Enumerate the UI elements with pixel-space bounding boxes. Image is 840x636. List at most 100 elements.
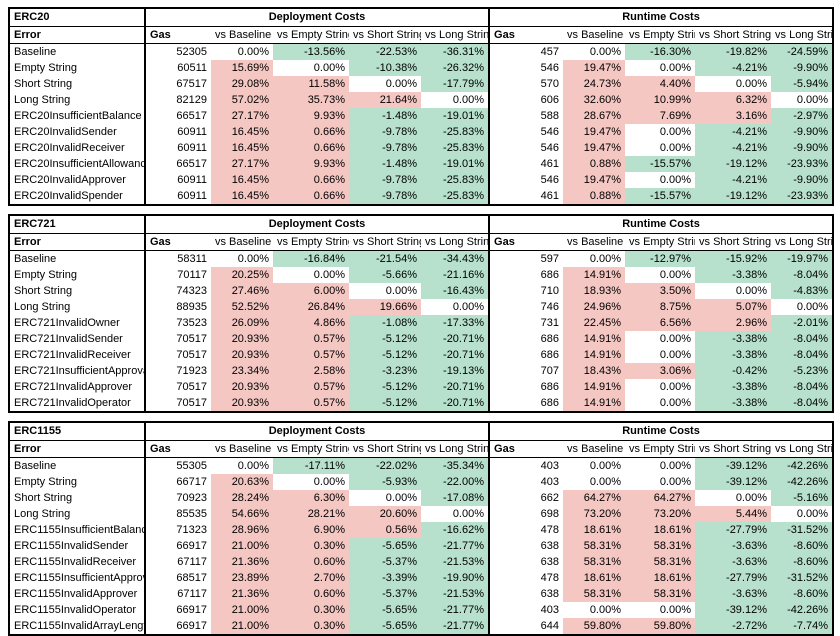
column-header-pct: vs Short String [349,233,421,251]
pct-value: -25.83% [421,188,490,205]
gas-value: 70923 [144,490,211,506]
gas-value: 67117 [144,586,211,602]
pct-value: -25.83% [421,172,490,188]
pct-value: -21.16% [421,267,490,283]
pct-value: -16.62% [421,522,490,538]
pct-value: -42.26% [771,474,834,490]
table-row: ERC20InsufficientAllowance 66517 27.17% 9.9… [9,156,834,172]
column-header-error: Error [9,233,145,251]
pct-value: 23.34% [211,363,273,379]
column-header-pct: vs Short String [695,26,772,44]
pct-value: -4.21% [695,60,772,76]
pct-value: 0.00% [563,457,626,474]
pct-value: -2.97% [771,108,834,124]
error-label: ERC1155InsufficientBalance [14,523,145,536]
gas-value: 597 [488,250,564,267]
pct-value: -4.21% [695,124,772,140]
error-label: ERC20InsufficientBalance [14,109,142,122]
gas-value: 60511 [144,60,211,76]
gas-value: 686 [488,395,564,412]
pct-value: 3.16% [695,108,772,124]
column-header-pct: vs Empty String [273,26,349,44]
pct-value: 0.00% [695,283,772,299]
pct-value: -3.63% [695,586,772,602]
pct-value: 73.20% [625,506,696,522]
column-header-error: Error [9,440,145,458]
pct-value: 15.69% [211,60,273,76]
pct-value: -15.92% [695,250,772,267]
error-label: ERC20InvalidSpender [14,189,123,202]
pct-value: 0.66% [273,188,349,205]
pct-value: -4.83% [771,283,834,299]
pct-value: 58.31% [563,586,626,602]
table-title-row: ERC1155 Deployment Costs Runtime Costs [9,422,834,441]
pct-value: 10.99% [625,92,696,108]
gas-value: 638 [488,586,564,602]
column-header-pct: vs Empty String [273,440,349,458]
table-row: Short String 67517 29.08% 11.58% 0.00% -17.79… [9,76,834,92]
gas-value: 570 [488,76,564,92]
pct-value: -20.71% [421,379,490,395]
pct-value: 0.00% [273,60,349,76]
pct-value: -4.21% [695,172,772,188]
table-row: ERC20InvalidSender 60911 16.45% 0.66% -9.78%… [9,124,834,140]
pct-value: 21.36% [211,586,273,602]
pct-value: 58.31% [563,538,626,554]
pct-value: 16.45% [211,140,273,156]
pct-value: -9.90% [771,172,834,188]
pct-value: -23.93% [771,188,834,205]
pct-value: 0.00% [771,92,834,108]
pct-value: 20.93% [211,331,273,347]
column-header-pct: vs Long String [421,26,490,44]
gas-value: 71923 [144,363,211,379]
gas-value: 698 [488,506,564,522]
pct-value: -8.04% [771,395,834,412]
pct-value: -9.90% [771,140,834,156]
gas-value: 638 [488,538,564,554]
pct-value: -8.60% [771,554,834,570]
pct-value: 5.07% [695,299,772,315]
pct-value: 0.66% [273,172,349,188]
gas-value: 74323 [144,283,211,299]
error-label: Long String [14,507,71,520]
pct-value: 0.00% [273,474,349,490]
pct-value: -23.93% [771,156,834,172]
table-row: ERC1155InvalidSender 66917 21.00% 0.30% -5.6… [9,538,834,554]
pct-value: 64.27% [625,490,696,506]
column-header-pct: vs Baseline [563,26,626,44]
pct-value: -35.34% [421,457,490,474]
gas-value: 461 [488,188,564,205]
pct-value: 3.50% [625,283,696,299]
pct-value: 28.24% [211,490,273,506]
pct-value: 4.86% [273,315,349,331]
pct-value: 19.47% [563,124,626,140]
column-header-pct: vs Baseline [211,26,273,44]
pct-value: 21.00% [211,538,273,554]
pct-value: 2.70% [273,570,349,586]
pct-value: 0.00% [625,172,696,188]
column-header-pct: vs Empty String [625,440,696,458]
pct-value: 9.93% [273,156,349,172]
pct-value: 18.61% [563,570,626,586]
gas-value: 82129 [144,92,211,108]
pct-value: 0.00% [563,250,626,267]
pct-value: 64.27% [563,490,626,506]
pct-value: -8.60% [771,538,834,554]
pct-value: 0.00% [625,140,696,156]
pct-value: 0.00% [421,92,490,108]
pct-value: -5.94% [771,76,834,92]
table-row: ERC20InvalidReceiver 60911 16.45% 0.66% -9.7… [9,140,834,156]
gas-value: 71323 [144,522,211,538]
pct-value: 0.00% [211,250,273,267]
pct-value: 29.08% [211,76,273,92]
gas-value: 403 [488,474,564,490]
pct-value: 20.93% [211,395,273,412]
pct-value: -3.39% [349,570,421,586]
table-row: Empty String 70117 20.25% 0.00% -5.66% -21.16… [9,267,834,283]
table-row: Baseline 55305 0.00% -17.11% -22.02% -35.34% 4… [9,457,834,474]
column-header-pct: vs Empty String [625,233,696,251]
error-label: ERC1155InvalidOperator [14,603,137,616]
pct-value: -5.66% [349,267,421,283]
pct-value: -31.52% [771,570,834,586]
